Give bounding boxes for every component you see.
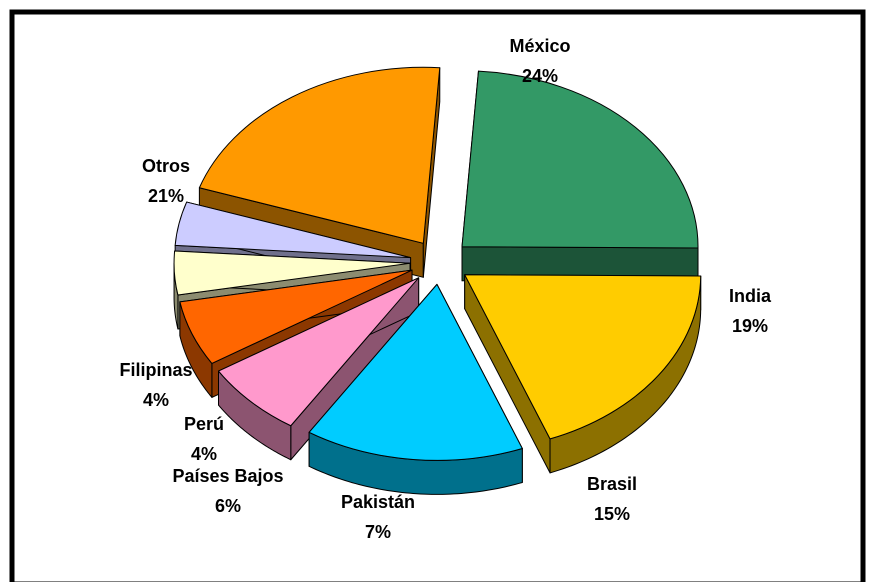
slice-brasil <box>308 283 523 495</box>
pie-slices <box>173 66 702 495</box>
label-paises-bajos: Países Bajos <box>172 466 283 486</box>
value-label-brasil: 15% <box>594 504 630 524</box>
label-mexico: México <box>509 36 570 56</box>
slice-pakistan <box>218 277 420 461</box>
pie-labels: México 24% India 19% Brasil 15% Pakistán 7% País… <box>119 36 771 542</box>
slice-mexico <box>461 70 699 283</box>
value-label-filipinas: 4% <box>143 390 169 410</box>
value-label-pakistan: 7% <box>365 522 391 542</box>
value-label-mexico: 24% <box>522 66 558 86</box>
value-label-otros: 21% <box>148 186 184 206</box>
slice-top-india <box>464 274 702 440</box>
slice-top-mexico <box>461 70 699 249</box>
value-label-peru: 4% <box>191 444 217 464</box>
slice-top-peru <box>173 250 411 296</box>
label-pakistan: Pakistán <box>341 492 415 512</box>
label-filipinas: Filipinas <box>119 360 192 380</box>
label-brasil: Brasil <box>587 474 637 494</box>
slice-top-pakistan <box>218 277 420 427</box>
slice-india <box>464 274 702 474</box>
label-india: India <box>729 286 772 306</box>
value-label-paises-bajos: 6% <box>215 496 241 516</box>
slice-top-otros <box>198 66 441 244</box>
slice-top-paises-bajos <box>179 269 413 364</box>
label-peru: Perú <box>184 414 224 434</box>
value-label-india: 19% <box>732 316 768 336</box>
slice-top-filipinas <box>174 201 412 259</box>
slice-top-brasil <box>308 283 523 461</box>
label-otros: Otros <box>142 156 190 176</box>
